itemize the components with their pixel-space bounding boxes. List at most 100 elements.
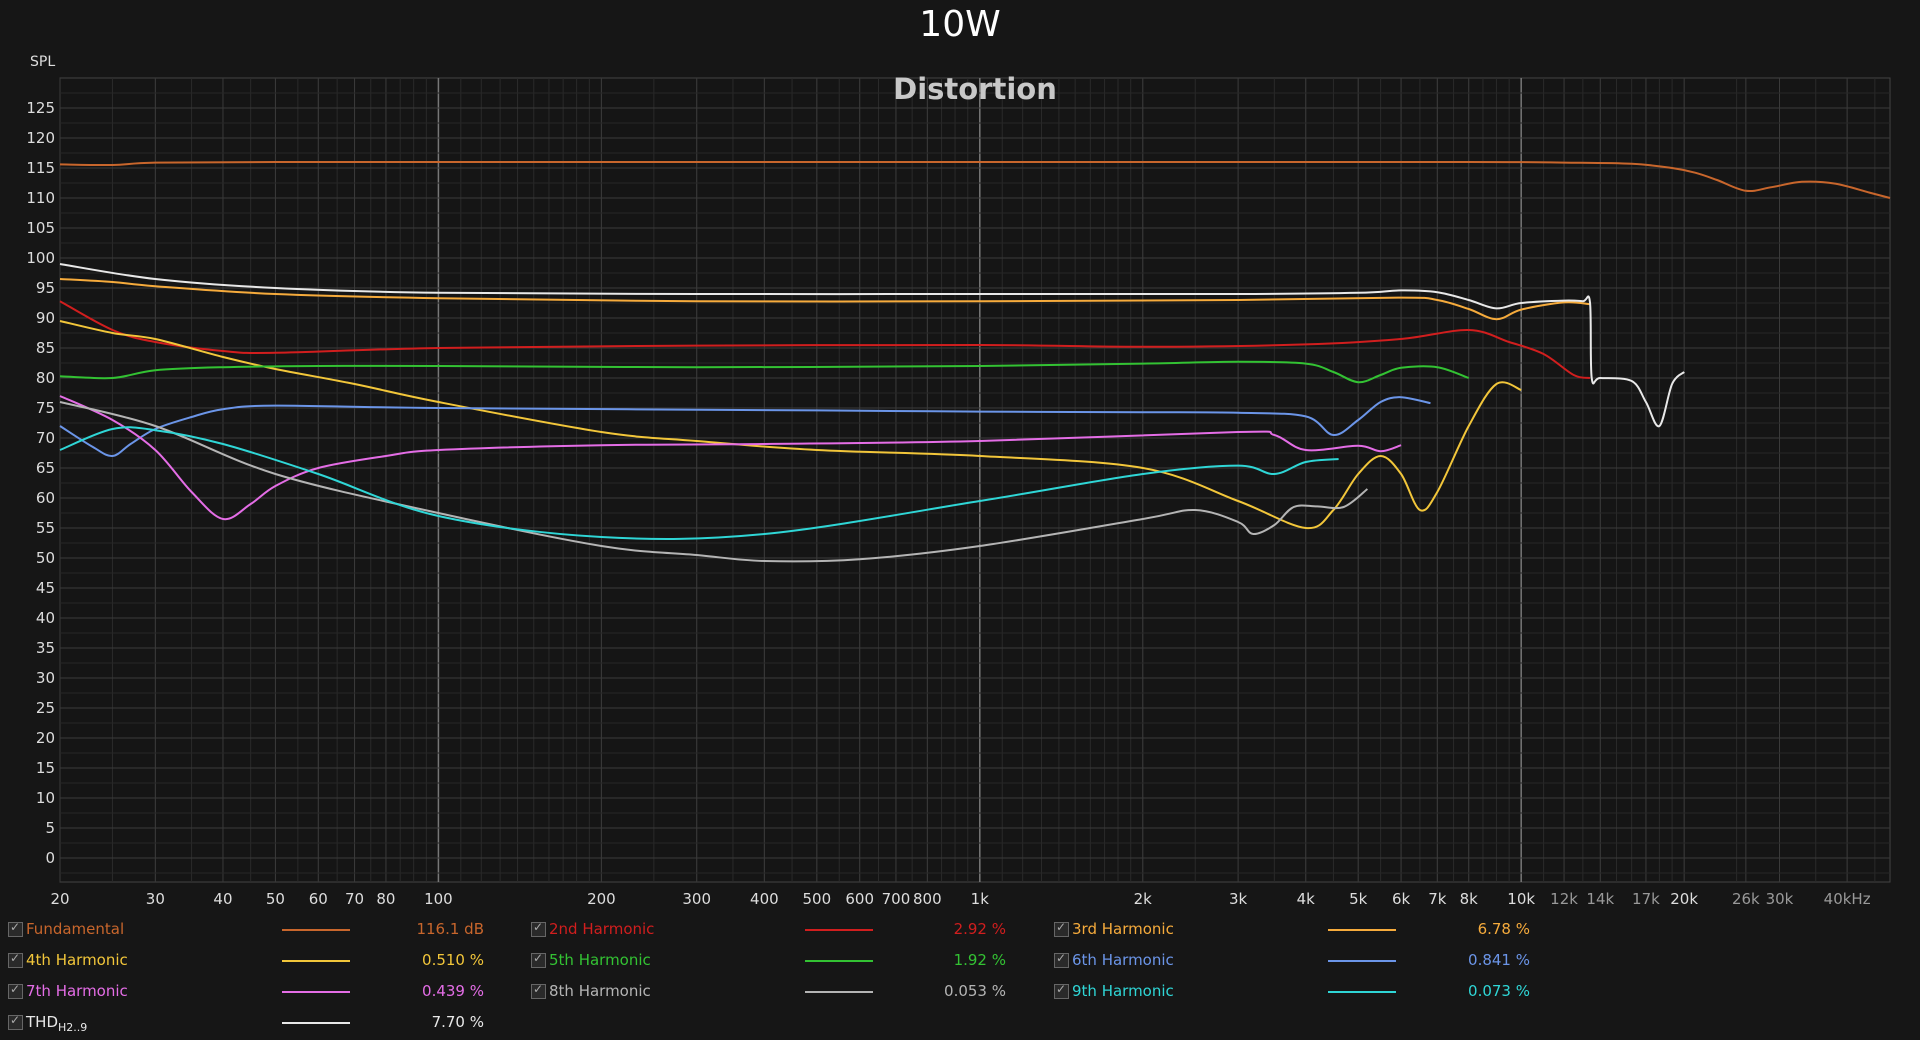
legend-checkbox-fundamental[interactable]: [8, 920, 23, 937]
legend-item-5th-harmonic: 5th Harmonic 1.92 %: [0, 949, 1006, 973]
page-title: 10W: [919, 4, 1001, 45]
legend-label: 7th Harmonic: [26, 982, 128, 1000]
x-tick-label: 2k: [1134, 890, 1153, 908]
legend-value: 0.073 %: [1468, 982, 1530, 1000]
legend-label: 4th Harmonic: [26, 951, 128, 969]
legend-swatch: [282, 991, 350, 993]
y-tick-label: 30: [36, 669, 55, 687]
legend-name: 6th Harmonic: [1072, 951, 1174, 969]
legend-item-4th-harmonic: 4th Harmonic 0.510 %: [0, 949, 484, 973]
legend-value: 7.70 %: [431, 1013, 484, 1031]
series-line-4th-harmonic: [59, 320, 1522, 530]
legend-label: THDH2..9: [26, 1013, 88, 1034]
x-tick-label: 800: [913, 890, 942, 908]
legend-name: 5th Harmonic: [549, 951, 651, 969]
legend-name: 9th Harmonic: [1072, 982, 1174, 1000]
legend-label: 3rd Harmonic: [1072, 920, 1174, 938]
y-tick-label: 75: [36, 399, 55, 417]
x-tick-label: 10k: [1507, 890, 1535, 908]
x-tick-label: 6k: [1392, 890, 1411, 908]
series-line-2nd-harmonic: [59, 300, 1591, 379]
legend-checkbox-5th-harmonic[interactable]: [531, 951, 546, 968]
legend-swatch: [805, 991, 873, 993]
y-tick-label: 0: [45, 849, 55, 867]
x-tick-label: 30k: [1766, 890, 1794, 908]
y-tick-label: 90: [36, 309, 55, 327]
legend-checkbox-3rd-harmonic[interactable]: [1054, 920, 1069, 937]
y-tick-label: 105: [26, 219, 55, 237]
x-tick-label: 700: [882, 890, 911, 908]
y-tick-label: 40: [36, 609, 55, 627]
legend-value: 0.439 %: [422, 982, 484, 1000]
y-tick-label: 15: [36, 759, 55, 777]
y-tick-label: 25: [36, 699, 55, 717]
legend-checkbox-thd[interactable]: [8, 1013, 23, 1030]
y-tick-label: 55: [36, 519, 55, 537]
legend-item-8th-harmonic: 8th Harmonic 0.053 %: [0, 980, 1006, 1004]
y-tick-label: 70: [36, 429, 55, 447]
legend-item-6th-harmonic: 6th Harmonic 0.841 %: [0, 949, 1530, 973]
legend-checkbox-9th-harmonic[interactable]: [1054, 982, 1069, 999]
x-tick-label: 5k: [1349, 890, 1368, 908]
y-tick-label: 125: [26, 99, 55, 117]
legend-label: Fundamental: [26, 920, 124, 938]
legend-checkbox-6th-harmonic[interactable]: [1054, 951, 1069, 968]
x-tick-label: 100: [424, 890, 453, 908]
y-tick-label: 60: [36, 489, 55, 507]
legend-label: 5th Harmonic: [549, 951, 651, 969]
legend-checkbox-4th-harmonic[interactable]: [8, 951, 23, 968]
y-tick-label: 50: [36, 549, 55, 567]
legend-swatch: [282, 1022, 350, 1024]
legend-label: 8th Harmonic: [549, 982, 651, 1000]
series-line-5th-harmonic: [59, 360, 1470, 384]
legend-value: 2.92 %: [953, 920, 1006, 938]
legend-item-9th-harmonic: 9th Harmonic 0.073 %: [0, 980, 1530, 1004]
y-tick-label: 115: [26, 159, 55, 177]
legend-value: 6.78 %: [1477, 920, 1530, 938]
x-tick-label: 70: [345, 890, 364, 908]
legend-checkbox-8th-harmonic[interactable]: [531, 982, 546, 999]
legend-name: 7th Harmonic: [26, 982, 128, 1000]
legend-value: 0.053 %: [944, 982, 1006, 1000]
legend-swatch: [805, 960, 873, 962]
y-tick-label: 35: [36, 639, 55, 657]
legend-item-7th-harmonic: 7th Harmonic 0.439 %: [0, 980, 484, 1004]
x-tick-label: 60: [309, 890, 328, 908]
legend-name: THD: [26, 1013, 58, 1031]
series-line-fundamental: [59, 160, 1891, 199]
series-lines: [59, 160, 1891, 563]
x-tick-label: 500: [803, 890, 832, 908]
x-tick-label: 1k: [971, 890, 990, 908]
legend-name-subscript: H2..9: [58, 1021, 88, 1034]
x-tick-label: 30: [146, 890, 165, 908]
series-line-9th-harmonic: [59, 426, 1339, 540]
legend-item-thd: THDH2..9 7.70 %: [0, 1011, 484, 1035]
x-tick-label: 600: [845, 890, 874, 908]
legend-value: 1.92 %: [953, 951, 1006, 969]
y-tick-labels: 0 5 10 15 20 25 30 35 40 45 50 55 60 65 70 75 80 85 90 95 10…: [26, 99, 55, 867]
legend-item-fundamental: Fundamental 116.1 dB: [0, 918, 484, 942]
legend-name: 3rd Harmonic: [1072, 920, 1174, 938]
legend-name: 4th Harmonic: [26, 951, 128, 969]
legend-swatch: [1328, 960, 1396, 962]
y-tick-label: 120: [26, 129, 55, 147]
legend-checkbox-7th-harmonic[interactable]: [8, 982, 23, 999]
legend-name: 8th Harmonic: [549, 982, 651, 1000]
x-tick-label: 26k: [1732, 890, 1760, 908]
series-line-6th-harmonic: [59, 396, 1431, 458]
y-tick-label: 95: [36, 279, 55, 297]
legend-swatch: [282, 929, 350, 931]
x-tick-label: 8k: [1460, 890, 1479, 908]
plot-area: [59, 77, 1891, 883]
x-tick-label: 300: [682, 890, 711, 908]
x-tick-label: 17k: [1632, 890, 1660, 908]
series-line-8th-harmonic: [59, 401, 1369, 563]
series-line-thd: [59, 263, 1685, 428]
legend-checkbox-2nd-harmonic[interactable]: [531, 920, 546, 937]
legend-item-2nd-harmonic: 2nd Harmonic 2.92 %: [0, 918, 1006, 942]
x-tick-label: 12k: [1550, 890, 1578, 908]
legend-label: 2nd Harmonic: [549, 920, 654, 938]
y-tick-label: 80: [36, 369, 55, 387]
legend-value: 0.510 %: [422, 951, 484, 969]
